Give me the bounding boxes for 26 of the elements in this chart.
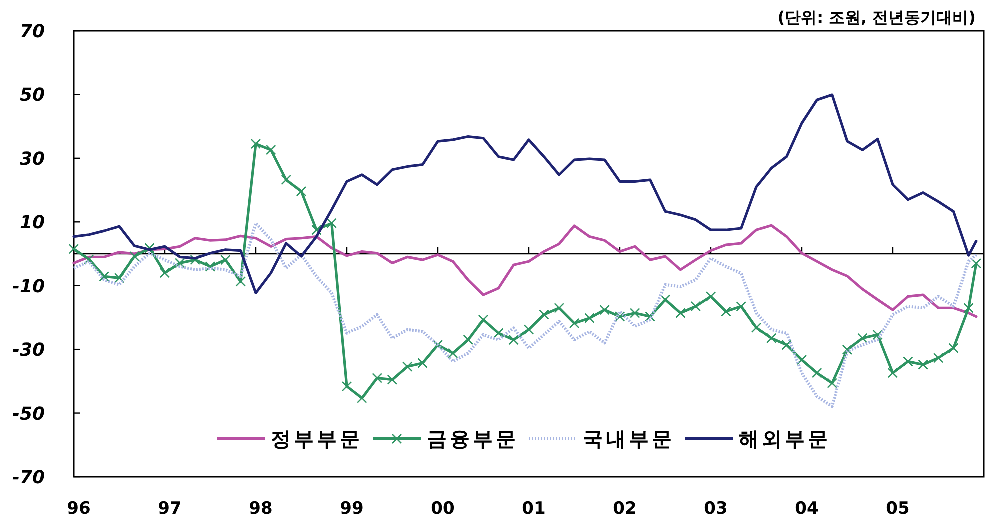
x-tick-label: 00 bbox=[431, 499, 455, 519]
y-tick-label: 10 bbox=[20, 212, 45, 234]
y-tick-label: 70 bbox=[20, 22, 45, 42]
x-tick-label: 96 bbox=[67, 499, 91, 519]
x-tick-label: 04 bbox=[795, 499, 819, 519]
y-tick-label: 30 bbox=[20, 148, 45, 170]
line-series bbox=[72, 222, 978, 408]
x-tick-label: 01 bbox=[522, 499, 546, 519]
y-tick-label: -30 bbox=[12, 340, 45, 362]
x-tick-label: 02 bbox=[613, 499, 637, 519]
y-tick-label: -10 bbox=[12, 276, 45, 298]
y-tick-label: -50 bbox=[12, 404, 45, 425]
legend-label: 정부부문 bbox=[271, 427, 363, 451]
x-tick-label: 97 bbox=[158, 499, 182, 519]
line-series bbox=[72, 94, 978, 294]
x-tick-label: 05 bbox=[886, 499, 910, 519]
y-tick-label: -70 bbox=[12, 468, 45, 488]
x-tick-label: 99 bbox=[340, 499, 364, 519]
x-tick-label: 03 bbox=[704, 499, 728, 519]
legend-label: 국내부문 bbox=[583, 427, 675, 451]
legend-label: 해외부문 bbox=[739, 427, 831, 451]
legend-label: 금융부문 bbox=[427, 427, 519, 451]
text: (단위: 조원, 전년동기대비) bbox=[778, 8, 976, 27]
x-tick-label: 98 bbox=[249, 499, 273, 519]
line-series bbox=[72, 224, 978, 318]
y-tick-label: 50 bbox=[20, 85, 45, 106]
